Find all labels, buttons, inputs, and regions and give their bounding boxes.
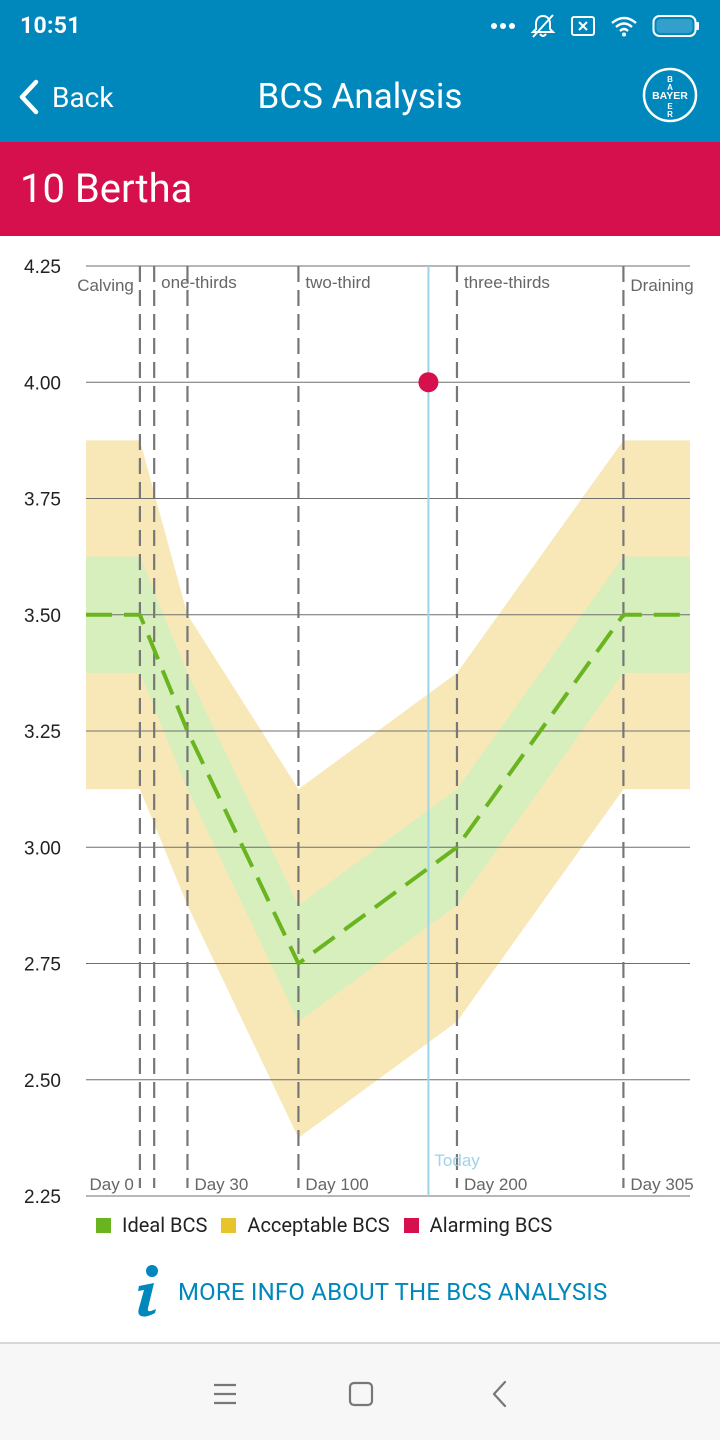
ideal-bcs-line <box>86 612 690 966</box>
phase-label: Calving <box>77 276 134 295</box>
nav-divider <box>0 1342 720 1344</box>
nav-back-button[interactable] <box>480 1374 520 1414</box>
legend-item-acceptable: Acceptable BCS <box>221 1213 390 1237</box>
legend-swatch-alarming <box>403 1217 419 1233</box>
battery-icon <box>652 15 699 37</box>
status-bar: 10:51 <box>0 0 720 52</box>
svg-text:E: E <box>667 102 673 111</box>
legend-label-ideal: Ideal BCS <box>122 1213 208 1237</box>
phase-label: one-thirds <box>161 273 237 292</box>
wifi-icon <box>611 16 637 37</box>
status-time: 10:51 <box>20 12 81 39</box>
measurement-point <box>418 372 439 393</box>
day-label: Day 305 <box>630 1175 693 1194</box>
home-square-icon <box>348 1381 374 1407</box>
day-label: Day 100 <box>305 1175 368 1194</box>
y-tick-label: 4.00 <box>24 373 61 394</box>
today-label: Today <box>434 1151 480 1170</box>
day-label: Day 0 <box>89 1175 133 1194</box>
legend-swatch-acceptable <box>221 1217 237 1233</box>
menu-button[interactable] <box>205 1374 245 1414</box>
ideal-band <box>86 556 690 1022</box>
menu-icon <box>214 1383 236 1405</box>
bcs-chart: 4.25 4.00 3.75 3.50 3.25 3.00 2.75 2.50 2.25 Calv… <box>0 236 720 1236</box>
bayer-logo: BAYER B A E R <box>642 67 698 123</box>
acceptable-band <box>86 440 690 1138</box>
phase-label: two-third <box>305 273 370 292</box>
bcs-chart-svg: 4.25 4.00 3.75 3.50 3.25 3.00 2.75 2.50 2.25 Calv… <box>24 257 694 1208</box>
back-chevron-icon <box>492 1380 507 1408</box>
home-button[interactable] <box>341 1374 381 1414</box>
day-label: Day 30 <box>194 1175 248 1194</box>
status-icons <box>490 11 700 41</box>
legend-swatch-ideal <box>96 1217 111 1233</box>
y-tick-label: 2.25 <box>24 1187 61 1208</box>
legend-item-alarming: Alarming BCS <box>403 1213 553 1237</box>
bell-off-icon <box>530 14 556 38</box>
legend-label-alarming: Alarming BCS <box>429 1213 553 1237</box>
more-dots-icon <box>491 23 515 29</box>
more-info-link[interactable]: MORE INFO ABOUT THE BCS ANALYSIS <box>130 1264 607 1320</box>
legend-item-ideal: Ideal BCS <box>96 1213 207 1237</box>
chevron-left-icon <box>19 79 39 115</box>
chart-legend: Ideal BCS Acceptable BCS Alarming BCS <box>96 1212 566 1238</box>
svg-text:BAYER: BAYER <box>652 90 688 102</box>
svg-text:B: B <box>667 75 673 84</box>
svg-text:A: A <box>667 83 673 92</box>
more-info-label: MORE INFO ABOUT THE BCS ANALYSIS <box>178 1278 608 1306</box>
y-tick-label: 3.50 <box>24 606 61 627</box>
sim-x-icon <box>571 16 595 36</box>
animal-name: 10 Bertha <box>20 165 193 212</box>
y-tick-label: 3.00 <box>24 838 61 859</box>
phase-label: three-thirds <box>464 273 550 292</box>
back-button[interactable]: Back <box>16 74 114 120</box>
legend-label-acceptable: Acceptable BCS <box>247 1213 390 1237</box>
back-label: Back <box>52 80 114 114</box>
y-tick-label: 3.25 <box>24 722 61 743</box>
y-tick-label: 2.50 <box>24 1071 61 1092</box>
day-label: Day 200 <box>464 1175 527 1194</box>
app-bar: Back BCS Analysis BAYER B A E R <box>0 52 720 142</box>
info-icon <box>138 1265 158 1317</box>
y-tick-label: 4.25 <box>24 257 61 278</box>
phase-label: Draining <box>630 276 693 295</box>
svg-text:R: R <box>667 110 673 119</box>
system-nav-bar <box>0 1344 720 1440</box>
y-tick-label: 3.75 <box>24 490 61 511</box>
animal-banner: 10 Bertha <box>0 142 720 236</box>
y-tick-label: 2.75 <box>24 955 61 976</box>
